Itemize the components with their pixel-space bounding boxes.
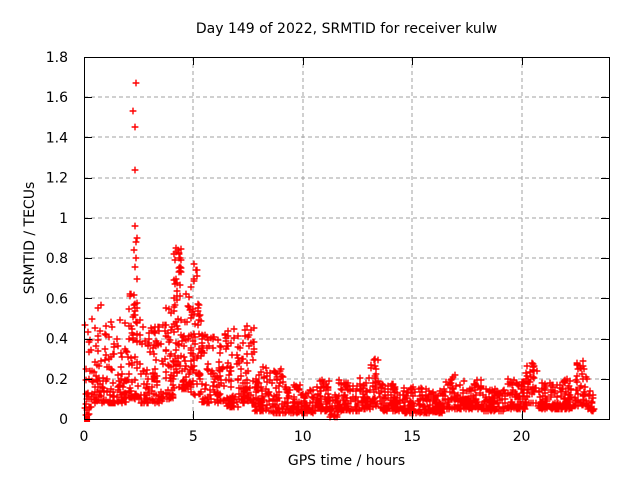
y-tick-label: 1.8 xyxy=(46,50,68,66)
y-tick-label: 1.4 xyxy=(46,130,68,146)
axis-tick-labels: 0 0.2 0.4 0.6 0.8 1 1.2 1.4 1.6 1.8 0 5 10 15 20 xyxy=(46,50,531,445)
x-tick-label: 5 xyxy=(189,429,198,445)
y-tick-label: 1.2 xyxy=(46,171,68,187)
plot-frame xyxy=(84,57,610,420)
x-tick-label: 15 xyxy=(403,429,421,445)
x-axis-title: GPS time / hours xyxy=(287,453,406,469)
data-points xyxy=(81,79,598,421)
y-tick-label: 0.6 xyxy=(46,291,68,307)
x-tick-label: 10 xyxy=(294,429,312,445)
y-tick-label: 0 xyxy=(59,412,68,428)
y-tick-label: 0.4 xyxy=(46,332,68,348)
y-tick-label: 0.8 xyxy=(46,251,68,267)
chart-title: Day 149 of 2022, SRMTID for receiver kul… xyxy=(195,21,498,37)
x-tick-label: 0 xyxy=(80,429,89,445)
y-tick-label: 1.6 xyxy=(46,90,68,106)
y-tick-label: 0.2 xyxy=(46,372,68,388)
x-tick-label: 20 xyxy=(513,429,531,445)
y-tick-label: 1 xyxy=(59,211,68,227)
